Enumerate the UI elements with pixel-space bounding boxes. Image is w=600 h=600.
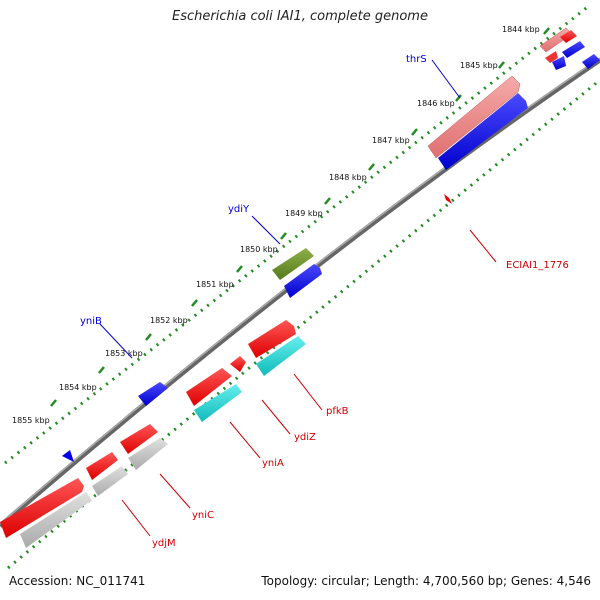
leader-line	[121, 499, 151, 537]
map-title: Escherichia coli IAI1, complete genome	[172, 9, 428, 24]
gene-label-ydiZ: ydiZ	[294, 432, 316, 443]
leader-line	[229, 421, 261, 459]
leader-line	[469, 229, 497, 263]
leader-line	[261, 399, 291, 435]
feature-pfkB-red[interactable]	[248, 320, 296, 358]
feature-yniC[interactable]	[128, 438, 168, 470]
feature-ydiZ[interactable]	[230, 356, 246, 372]
tick-label: 1855 kbp	[12, 416, 50, 425]
gene-label-ydiY: ydiY	[228, 204, 250, 215]
feature-yniA[interactable]	[194, 384, 242, 422]
feature-ECIAI1_1776[interactable]	[444, 194, 452, 204]
tick-label: 1848 kbp	[329, 173, 367, 182]
feature-pink[interactable]	[427, 75, 521, 159]
leader-line	[293, 373, 323, 411]
feature-rna[interactable]	[272, 248, 314, 280]
feature-ydjM[interactable]	[20, 492, 92, 548]
gene-label-ECIAI1_1776: ECIAI1_1776	[506, 260, 569, 271]
gene-label-yniB: yniB	[80, 316, 102, 327]
gene-label-yniA: yniA	[262, 458, 284, 469]
gene-label-pfkB: pfkB	[326, 406, 349, 417]
leader-line	[99, 323, 133, 359]
leader-line	[159, 473, 191, 509]
tick-marks	[50, 27, 550, 407]
feature-thrS[interactable]	[438, 93, 528, 170]
leader-line	[431, 59, 461, 99]
tick-label: 1851 kbp	[196, 280, 234, 289]
feature-pfkB[interactable]	[256, 336, 306, 376]
tick-label: 1845 kbp	[460, 61, 498, 70]
outer-tick-ring	[4, 3, 591, 465]
genome-backbone	[0, 57, 600, 528]
gene-label-ydjM: ydjM	[152, 538, 176, 549]
tick-label: 1850 kbp	[240, 245, 278, 254]
feature-ydiY[interactable]	[284, 264, 322, 298]
tick-label: 1847 kbp	[372, 136, 410, 145]
tick-label: 1849 kbp	[285, 209, 323, 218]
accession-text: Accession: NC_011741	[9, 574, 146, 588]
gene-label-yniC: yniC	[192, 510, 214, 521]
feature-red-mid[interactable]	[86, 452, 118, 480]
tick-label: 1854 kbp	[59, 383, 97, 392]
feature-cluster-top[interactable]	[539, 27, 600, 70]
feature-gray-mid[interactable]	[92, 466, 128, 496]
genome-summary-text: Topology: circular; Length: 4,700,560 bp…	[261, 574, 591, 588]
feature-yniB[interactable]	[138, 382, 168, 406]
gene-label-thrS: thrS	[406, 54, 427, 65]
leader-line	[251, 215, 281, 245]
feature-yniA-red[interactable]	[186, 368, 232, 406]
inner-tick-ring	[7, 78, 600, 570]
feature-small-blue[interactable]	[62, 450, 74, 462]
feature-ydjM-red[interactable]	[0, 478, 84, 538]
tick-label: 1853 kbp	[105, 349, 143, 358]
tick-label: 1852 kbp	[150, 316, 188, 325]
feature-yniC-red[interactable]	[120, 424, 158, 454]
tick-label: 1846 kbp	[417, 99, 455, 108]
tick-label: 1844 kbp	[502, 25, 540, 34]
